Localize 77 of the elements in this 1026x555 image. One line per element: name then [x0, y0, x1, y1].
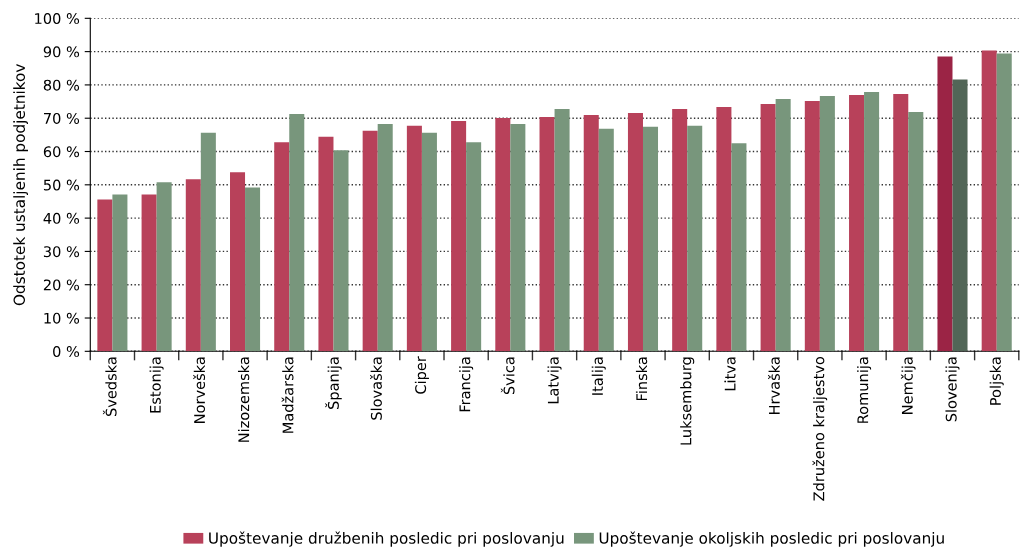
- bar: [289, 113, 305, 352]
- y-tick-label: 0 %: [53, 346, 80, 358]
- x-tick-label: Nizozemska: [237, 357, 250, 442]
- bar: [466, 142, 482, 352]
- legend-label: Upoštevanje družbenih posledic pri poslovanju: [209, 531, 564, 547]
- x-tick-label: Estonija: [149, 357, 164, 413]
- bar: [274, 142, 290, 352]
- x-tick-label: Španija: [325, 357, 342, 409]
- bar: [200, 132, 216, 352]
- x-tick-label: Luksemburg: [680, 357, 695, 445]
- bar: [554, 108, 570, 352]
- bar: [908, 111, 924, 352]
- y-axis-title: Odstotek ustaljenih podjetnikov: [13, 64, 28, 306]
- bar: [377, 123, 393, 352]
- x-tick-label: Madžarska: [281, 357, 294, 433]
- x-tick-label: Poljska: [989, 357, 1004, 405]
- bar: [893, 93, 909, 352]
- x-tick-label: Združeno kraljestvo: [812, 356, 828, 501]
- legend-label: Upoštevanje okoljskih posledic pri poslovanju: [599, 531, 944, 547]
- x-tick-label: Švica: [500, 357, 515, 395]
- bar: [627, 112, 643, 352]
- x-tick-label: Hrvaška: [767, 357, 780, 414]
- bar: [672, 108, 688, 352]
- y-tick-label: 60 %: [43, 146, 80, 158]
- x-tick-label: Latvija: [547, 357, 562, 404]
- bar: [598, 128, 614, 352]
- y-tick-label: 40 %: [43, 212, 80, 224]
- y-tick-label: 20 %: [43, 279, 80, 291]
- bar: [156, 182, 172, 352]
- x-tick-label: Slovaška: [370, 357, 382, 420]
- bar: [333, 150, 349, 352]
- bar: [760, 103, 776, 352]
- bar: [849, 94, 865, 352]
- bar: [185, 179, 201, 352]
- y-tick-label: 100 %: [35, 13, 80, 25]
- y-tick-label: 70 %: [44, 112, 80, 124]
- y-tick-label: 10 %: [44, 312, 80, 324]
- bar: [451, 120, 467, 352]
- x-tick-label: Norveška: [193, 357, 206, 423]
- x-tick-label: Italija: [591, 357, 606, 395]
- bar: [406, 125, 422, 352]
- bar: [112, 194, 128, 352]
- x-tick-label: Litva: [724, 357, 736, 391]
- y-tick-label: 30 %: [43, 246, 80, 258]
- x-tick-label: Slovenija: [945, 357, 960, 422]
- bar: [864, 91, 880, 352]
- bar: [687, 125, 703, 352]
- x-tick-label: Romunija: [857, 357, 872, 423]
- x-tick-label: Nemčija: [900, 357, 916, 414]
- bar: [230, 172, 246, 352]
- bar: [937, 56, 953, 352]
- bar: [421, 132, 437, 352]
- x-tick-label: Ciper: [414, 356, 429, 394]
- bar: [318, 136, 334, 352]
- bar: [996, 53, 1012, 352]
- y-tick-label: 50 %: [43, 179, 80, 191]
- bar: [583, 114, 599, 352]
- bar: [819, 95, 835, 352]
- x-tick-label: Finska: [635, 357, 648, 401]
- bar: [539, 116, 555, 352]
- bar: [362, 130, 378, 352]
- bar: [97, 199, 113, 352]
- bar: [731, 143, 747, 352]
- bar: [510, 123, 526, 352]
- x-tick-label: Francija: [459, 357, 474, 412]
- bar: [981, 50, 997, 352]
- bar: [804, 100, 820, 352]
- bar: [716, 106, 732, 352]
- x-tick-label: Švedska: [102, 357, 117, 417]
- bar: [141, 194, 157, 352]
- bar: [245, 187, 261, 352]
- bar: [495, 117, 511, 352]
- y-tick-label: 80 %: [43, 79, 80, 91]
- y-tick-label: 90 %: [43, 46, 80, 58]
- bar: [775, 98, 791, 352]
- bar: [952, 79, 968, 352]
- bar: [642, 126, 659, 352]
